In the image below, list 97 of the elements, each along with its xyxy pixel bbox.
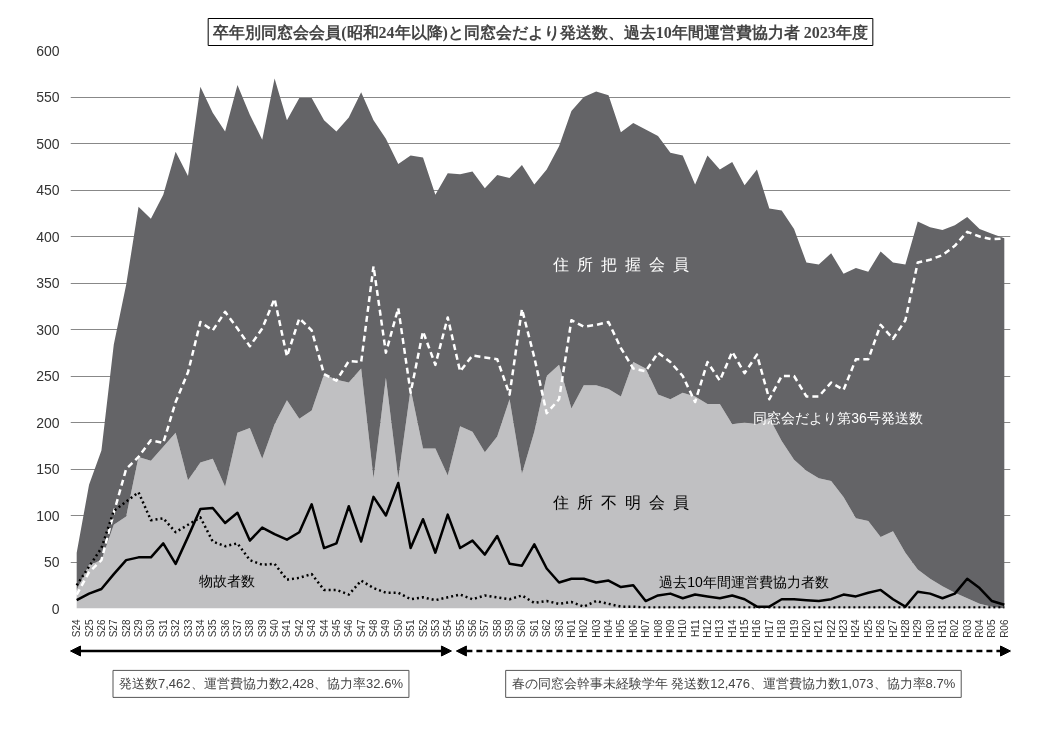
x-tick-label: S30 [145, 619, 157, 638]
series-label: 過去10年間運営費協力者数 [659, 574, 829, 591]
y-tick-label: 50 [43, 554, 60, 570]
x-tick-label: S44 [318, 619, 330, 638]
x-tick-label: R05 [986, 619, 998, 638]
y-tick-label: 350 [36, 275, 60, 291]
text: 発送数7,462、運営費協力数2,428、協力率32.6% [119, 676, 404, 692]
x-tick-label: S60 [516, 619, 528, 638]
y-tick-label: 550 [36, 89, 60, 105]
x-tick-label: H28 [899, 619, 911, 638]
x-tick-label: S29 [133, 619, 145, 638]
x-tick-label: S26 [95, 619, 107, 638]
x-tick-label: H19 [788, 619, 800, 638]
x-tick-label: R04 [974, 619, 986, 638]
x-tick-label: R06 [998, 619, 1010, 638]
chart-title: 卒年別同窓会会員(昭和24年以降)と同窓会だより発送数、過去10年間運営費協力者 2023年度 [212, 22, 868, 42]
x-tick-label: S43 [306, 619, 318, 638]
x-tick-label: S32 [170, 619, 182, 638]
x-tick-label: S63 [553, 619, 565, 638]
x-tick-label: H24 [850, 619, 862, 638]
y-tick-label: 400 [36, 228, 60, 245]
y-tick-label: 0 [51, 600, 60, 617]
x-tick-label: S38 [244, 619, 256, 638]
x-tick-label: S35 [207, 619, 219, 638]
x-tick-label: H02 [578, 619, 590, 638]
x-tick-label: S40 [269, 619, 281, 638]
x-tick-label: S58 [491, 619, 503, 638]
x-tick-label: S54 [442, 619, 454, 638]
x-tick-label: H31 [936, 619, 948, 638]
x-tick-label: H27 [887, 619, 899, 638]
x-tick-label: H13 [714, 619, 726, 638]
series-label: 物故者数 [199, 572, 256, 589]
x-tick-label: S61 [528, 619, 540, 638]
series-label: 住 所 把 握 会 員 [551, 255, 689, 273]
x-tick-label: H16 [751, 619, 763, 638]
x-tick-label: S34 [194, 619, 206, 638]
x-tick-label: S28 [120, 619, 132, 638]
x-tick-label: S27 [108, 619, 120, 638]
x-tick-label: H14 [726, 619, 738, 638]
x-tick-label: S49 [380, 619, 392, 638]
x-tick-label: S45 [330, 619, 342, 638]
x-tick-label: S50 [392, 619, 404, 638]
x-tick-label: H30 [924, 619, 936, 638]
x-tick-label: H08 [652, 619, 664, 638]
x-tick-label: H18 [776, 619, 788, 638]
x-tick-label: H07 [640, 619, 652, 638]
x-tick-label: H10 [677, 619, 689, 638]
y-tick-label: 200 [36, 414, 60, 431]
x-tick-label: H26 [875, 619, 887, 638]
x-tick-label: H03 [590, 619, 602, 638]
x-tick-label: S56 [466, 619, 478, 638]
y-tick-label: 500 [36, 135, 60, 152]
y-tick-label: 150 [36, 461, 60, 477]
y-tick-label: 250 [36, 368, 60, 384]
x-tick-label: S46 [343, 619, 355, 638]
y-tick-label: 300 [36, 321, 60, 338]
x-tick-label: S57 [479, 619, 491, 638]
x-tick-label: S55 [454, 619, 466, 638]
x-tick-label: H22 [825, 619, 837, 638]
x-tick-label: H01 [565, 619, 577, 638]
x-tick-label: S24 [71, 619, 83, 638]
y-tick-label: 600 [36, 42, 60, 59]
x-tick-label: H23 [838, 619, 850, 638]
y-tick-label: 100 [36, 507, 60, 524]
x-tick-label: S53 [429, 619, 441, 638]
x-tick-label: H12 [701, 619, 713, 638]
x-tick-label: S51 [405, 619, 417, 638]
x-tick-label: S41 [281, 619, 293, 638]
x-tick-label: R03 [961, 619, 973, 638]
x-tick-label: H20 [800, 619, 812, 638]
x-tick-label: S31 [157, 619, 169, 638]
x-tick-label: S47 [355, 619, 367, 638]
x-tick-label: H17 [763, 619, 775, 638]
x-tick-label: S62 [541, 619, 553, 638]
x-tick-label: S42 [293, 619, 305, 638]
x-tick-label: H15 [739, 619, 751, 638]
y-tick-label: 450 [36, 182, 60, 198]
x-tick-label: H06 [627, 619, 639, 638]
x-tick-label: H09 [664, 619, 676, 638]
x-tick-label: H21 [813, 619, 825, 638]
x-tick-label: S52 [417, 619, 429, 638]
x-tick-label: H25 [862, 619, 874, 638]
x-tick-label: H29 [912, 619, 924, 638]
x-tick-label: H11 [689, 619, 701, 638]
x-tick-label: S37 [231, 619, 243, 638]
x-tick-label: S48 [368, 619, 380, 638]
x-tick-label: S39 [256, 619, 268, 638]
x-tick-label: S25 [83, 619, 95, 638]
series-label: 住 所 不 明 会 員 [551, 493, 689, 511]
x-tick-label: S36 [219, 619, 231, 638]
x-tick-label: S33 [182, 619, 194, 638]
x-tick-label: R02 [949, 619, 961, 638]
text: 春の同窓会幹事未経験学年 発送数12,476、運営費協力数1,073、協力率8.7% [511, 676, 956, 692]
x-tick-label: H04 [603, 619, 615, 638]
series-label: 同窓会だより第36号発送数 [753, 409, 923, 426]
x-tick-label: H05 [615, 619, 627, 638]
x-tick-label: S59 [504, 619, 516, 638]
